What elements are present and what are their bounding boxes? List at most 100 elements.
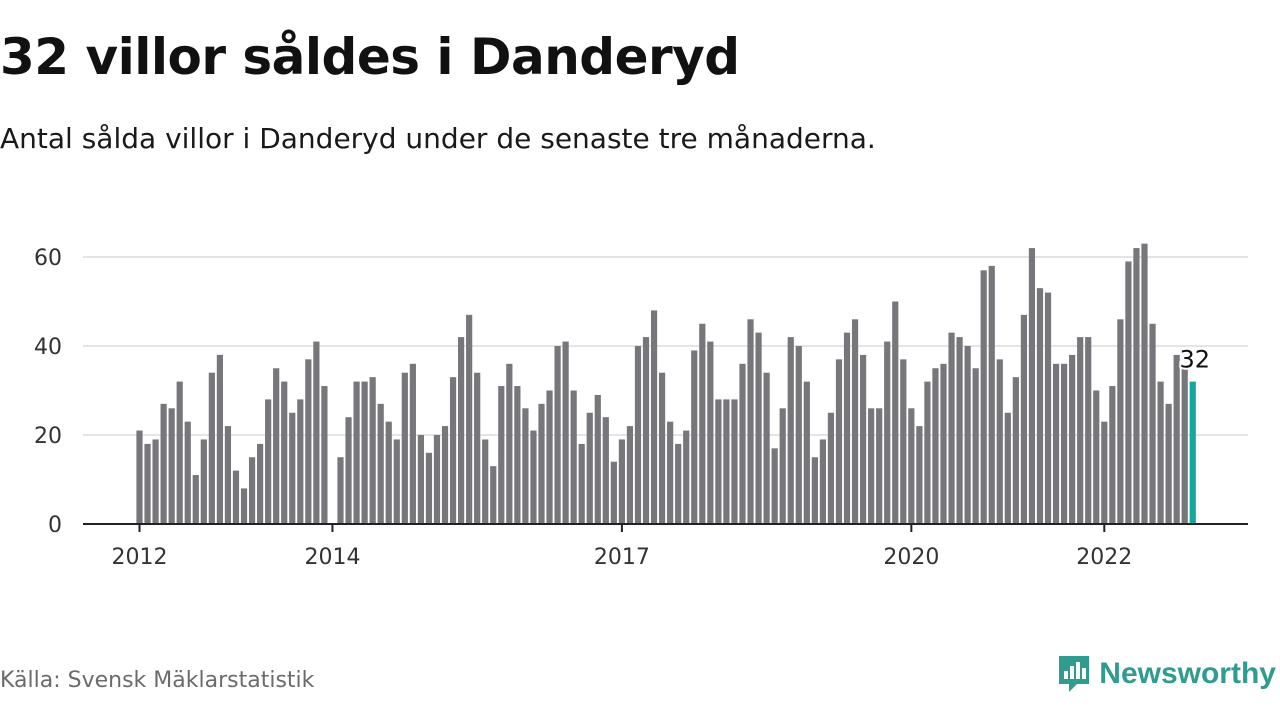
bar bbox=[273, 368, 280, 524]
bar bbox=[144, 443, 151, 524]
bar bbox=[988, 265, 995, 524]
bar bbox=[385, 421, 392, 524]
bar bbox=[948, 332, 955, 524]
bar bbox=[530, 430, 537, 524]
bar bbox=[1141, 243, 1148, 524]
bar bbox=[594, 394, 601, 524]
bar bbox=[851, 319, 859, 524]
bar bbox=[192, 475, 199, 524]
bar bbox=[763, 372, 770, 524]
bar bbox=[980, 270, 987, 524]
bar bbox=[321, 386, 328, 524]
bar bbox=[843, 332, 851, 524]
bar bbox=[996, 359, 1003, 524]
bar bbox=[514, 386, 521, 524]
newsworthy-logo-icon bbox=[1059, 656, 1090, 692]
bar bbox=[884, 341, 891, 524]
bar bbox=[208, 372, 215, 524]
bar bbox=[675, 443, 682, 524]
highlight-value-label: 32 bbox=[1179, 346, 1210, 374]
bar bbox=[1133, 248, 1140, 524]
bar bbox=[860, 354, 867, 524]
bar bbox=[1036, 288, 1044, 524]
bar bbox=[248, 457, 256, 524]
bar bbox=[522, 408, 529, 524]
bar bbox=[1149, 323, 1156, 524]
bar bbox=[1125, 261, 1132, 524]
bar bbox=[707, 341, 714, 524]
bar bbox=[554, 346, 561, 524]
bar bbox=[610, 461, 617, 524]
bar bbox=[755, 332, 762, 524]
bar bbox=[811, 457, 818, 524]
bar bbox=[908, 408, 915, 524]
bar bbox=[691, 350, 698, 524]
x-tick-label: 2017 bbox=[594, 545, 650, 570]
x-tick-label: 2022 bbox=[1076, 545, 1132, 570]
bar bbox=[1028, 248, 1036, 524]
bar bbox=[892, 301, 899, 524]
y-tick-label: 0 bbox=[48, 513, 62, 538]
bar bbox=[498, 386, 505, 524]
bar bbox=[618, 439, 625, 524]
bar bbox=[1061, 363, 1068, 524]
bar bbox=[297, 399, 304, 524]
bar bbox=[1085, 337, 1092, 524]
brand-logo: Newsworthy bbox=[1057, 654, 1276, 694]
bar bbox=[956, 337, 963, 524]
bar bbox=[916, 426, 923, 524]
x-tick-label: 2012 bbox=[112, 545, 168, 570]
bar bbox=[538, 403, 545, 524]
bar bbox=[779, 408, 786, 524]
bar bbox=[176, 381, 183, 524]
bar bbox=[409, 363, 416, 524]
bar bbox=[441, 426, 449, 524]
bar bbox=[1093, 390, 1100, 524]
bar bbox=[683, 430, 690, 524]
bar bbox=[232, 470, 240, 524]
bar bbox=[353, 381, 360, 524]
bar bbox=[361, 381, 368, 524]
bar bbox=[305, 359, 312, 524]
bar bbox=[313, 341, 320, 524]
bar bbox=[699, 323, 706, 524]
bar bbox=[152, 439, 159, 524]
bar bbox=[1101, 421, 1108, 524]
bar bbox=[642, 337, 650, 524]
bar bbox=[900, 359, 907, 524]
bar bbox=[1157, 381, 1164, 524]
bar bbox=[803, 381, 810, 524]
bar bbox=[377, 403, 384, 524]
bar bbox=[240, 488, 248, 524]
bar bbox=[506, 363, 513, 524]
bar bbox=[449, 377, 457, 524]
bar bbox=[940, 363, 947, 524]
bar bbox=[136, 430, 143, 524]
bar bbox=[634, 346, 642, 524]
bar bbox=[1044, 292, 1052, 524]
bar-chart: 0 20 40 60 2012 2014 2017 2020 2022 32 bbox=[34, 243, 1248, 570]
bar bbox=[425, 452, 433, 524]
bar bbox=[602, 417, 609, 524]
bar bbox=[337, 457, 344, 524]
source-note: Källa: Svensk Mäklarstatistik bbox=[0, 668, 315, 693]
bar bbox=[490, 466, 497, 524]
bar bbox=[1020, 314, 1027, 524]
bar bbox=[1012, 377, 1019, 524]
bar bbox=[723, 399, 730, 524]
labels: 32 bbox=[1177, 344, 1212, 376]
bar bbox=[482, 439, 489, 524]
bar bbox=[1052, 363, 1060, 524]
bar bbox=[1117, 319, 1124, 524]
bar bbox=[265, 399, 272, 524]
bar bbox=[417, 435, 424, 524]
chart-title: 32 villor såldes i Danderyd bbox=[0, 28, 740, 86]
bar bbox=[1181, 368, 1188, 524]
bar bbox=[868, 408, 875, 524]
bar bbox=[216, 354, 223, 524]
bar bbox=[570, 390, 577, 524]
bar bbox=[466, 314, 473, 524]
bar bbox=[289, 412, 296, 524]
bar bbox=[1004, 412, 1011, 524]
bar bbox=[369, 377, 376, 524]
